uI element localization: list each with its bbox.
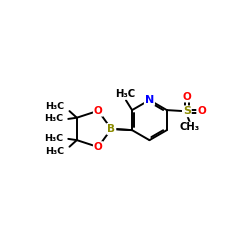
Text: H₃C: H₃C <box>46 102 64 111</box>
Text: N: N <box>145 95 154 105</box>
Text: O: O <box>94 142 102 152</box>
Text: O: O <box>94 106 102 116</box>
Text: B: B <box>107 124 115 134</box>
Text: H₃C: H₃C <box>115 89 135 99</box>
Text: H₃C: H₃C <box>44 134 63 143</box>
Text: H₃C: H₃C <box>44 114 63 124</box>
Text: H₃C: H₃C <box>46 147 64 156</box>
Text: S: S <box>183 106 191 116</box>
Text: B: B <box>107 124 115 134</box>
Text: CH₃: CH₃ <box>180 122 200 132</box>
Text: O: O <box>182 92 191 102</box>
Text: O: O <box>197 106 206 116</box>
